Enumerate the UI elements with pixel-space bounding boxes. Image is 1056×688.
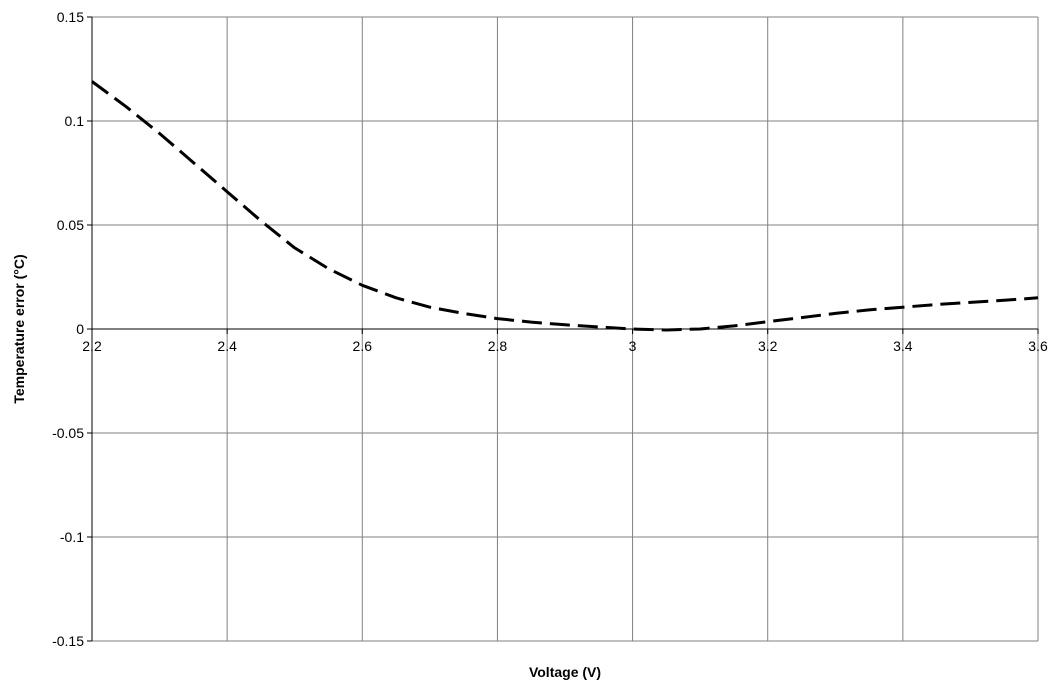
y-tick-label: 0.15 (57, 9, 84, 25)
x-tick-label: 2.8 (488, 338, 508, 354)
series-line (91, 80, 1039, 332)
x-tick-label: 2.2 (82, 338, 102, 354)
x-tick-label: 2.6 (353, 338, 373, 354)
y-tick-label: 0 (76, 321, 84, 337)
x-axis-title: Voltage (V) (529, 664, 601, 680)
y-axis-title: Temperature error (°C) (11, 254, 27, 403)
y-tick-label: -0.1 (60, 529, 84, 545)
y-tick-label: -0.05 (52, 425, 84, 441)
axes (87, 16, 1039, 642)
x-tick-label: 3.6 (1028, 338, 1048, 354)
tick-labels: 0.15 0.1 0.05 0 -0.05 -0.1 -0.15 2.2 2.4 2.6 2.8 3 3… (52, 9, 1048, 649)
y-tick-label: -0.15 (52, 633, 84, 649)
x-tick-label: 2.4 (217, 338, 237, 354)
x-tick-label: 3 (629, 338, 637, 354)
y-tick-label: 0.05 (57, 217, 84, 233)
x-tick-label: 3.4 (893, 338, 913, 354)
series-layer (91, 80, 1039, 332)
y-tick-label: 0.1 (65, 113, 85, 129)
x-tick-label: 3.2 (758, 338, 778, 354)
